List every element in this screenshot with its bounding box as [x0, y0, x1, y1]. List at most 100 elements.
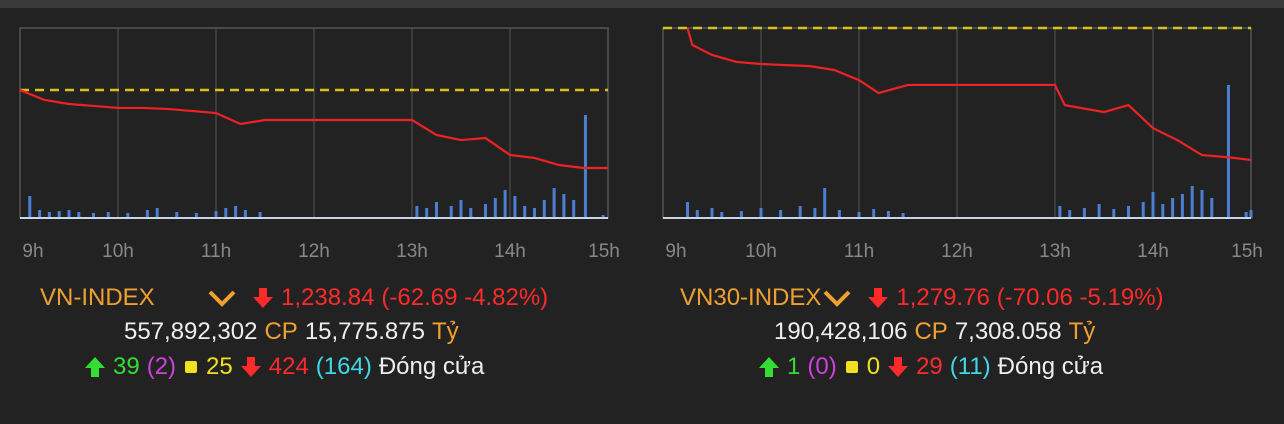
down-arrow	[253, 288, 273, 308]
x-tick-label: 9h	[22, 241, 43, 262]
volume-bar	[106, 212, 110, 218]
unchanged: 25	[206, 353, 233, 380]
index-name: VN30-INDEX	[680, 284, 822, 311]
up-arrow	[85, 357, 105, 377]
top-bar	[0, 0, 1284, 8]
charts: 9h 10h 11h 12h 13h 14h 15h 9h 10h 11h 12h 13h 14h 15h	[19, 26, 1263, 262]
status: Đóng cửa	[378, 353, 485, 380]
price-line	[686, 27, 1252, 162]
volume-bar	[57, 211, 61, 218]
floor: (11)	[949, 353, 991, 380]
volume-bar	[886, 211, 890, 218]
volume: 190,428,106	[774, 318, 908, 345]
volume-bar	[214, 211, 218, 218]
volume-bar	[92, 213, 95, 218]
volume-bar	[1226, 85, 1230, 218]
x-tick-label: 10h	[102, 241, 134, 262]
volume-unit: CP	[264, 318, 298, 345]
volume-bar	[710, 208, 714, 218]
index-header: VN-INDEX 1,238.84 (-62.69 -4.82%)	[40, 284, 548, 312]
x-tick-label: 12h	[941, 241, 973, 262]
volume-bar	[1244, 212, 1248, 218]
volume-bar	[601, 215, 605, 218]
volume-bar	[562, 194, 566, 218]
breadth-row: 1 (0) 0 29 (11) Đóng cửa	[758, 353, 1103, 381]
value-unit: Tỷ	[1068, 318, 1096, 345]
value: 15,775.875	[304, 318, 425, 345]
down-arrow	[240, 357, 261, 377]
volume-bar	[1190, 186, 1194, 218]
volume-bar	[258, 212, 262, 218]
index-name: VN-INDEX	[40, 284, 155, 311]
advances: 1	[787, 353, 801, 380]
square-icon	[845, 361, 858, 373]
x-tick-label: 13h	[1039, 241, 1071, 262]
volume-bar	[459, 200, 463, 218]
status: Đóng cửa	[997, 353, 1104, 380]
x-tick-label: 11h	[201, 241, 231, 262]
ceiling: (2)	[146, 353, 177, 380]
volume-bar	[779, 210, 783, 218]
chevron-icon	[823, 290, 851, 307]
volume-bar	[1249, 210, 1253, 218]
index-header: VN30-INDEX 1,279.76 (-70.06 -5.19%)	[680, 284, 1164, 312]
volume-bar	[47, 212, 51, 218]
down-arrow	[868, 288, 889, 308]
price: 1,279.76	[896, 284, 990, 311]
breadth-row: 39 (2) 25 424 (164) Đóng cửa	[84, 353, 484, 381]
volume-bar	[798, 206, 802, 218]
value-unit: Tỷ	[431, 318, 459, 345]
volume-bar	[1171, 198, 1175, 218]
volume-bar	[1082, 208, 1086, 218]
up-arrow	[759, 357, 779, 377]
volume-bar	[155, 208, 159, 218]
volume-bar	[126, 213, 130, 218]
volume-bar	[572, 200, 576, 218]
volume-bar	[686, 202, 689, 218]
volume-bar	[1200, 190, 1204, 218]
x-tick-label: 15h	[1231, 241, 1263, 262]
volume-bar	[38, 210, 42, 218]
volume-bar	[1210, 198, 1214, 218]
volume-bar	[837, 210, 841, 218]
x-tick-label: 13h	[396, 241, 428, 262]
x-tick-label: 9h	[665, 241, 686, 262]
volume-bar	[1161, 204, 1165, 218]
volume-bar	[552, 188, 556, 218]
volume-unit: CP	[914, 318, 948, 345]
x-tick-label: 15h	[588, 241, 620, 262]
volume-row: 557,892,302 CP 15,775.875 Tỷ	[124, 318, 459, 346]
volume-bar	[1151, 192, 1155, 218]
volume-bar	[1141, 202, 1145, 218]
volume-bar	[1180, 194, 1184, 218]
volume-bar	[234, 206, 238, 218]
volume-bar	[175, 212, 179, 218]
volume-bar	[503, 190, 507, 218]
declines: 29	[916, 353, 943, 380]
volume-bar	[449, 206, 453, 218]
volume-bar	[77, 212, 81, 218]
volume-bar	[720, 212, 724, 218]
declines: 424	[268, 353, 309, 380]
volume-bar	[695, 210, 699, 218]
volume-bar	[243, 210, 247, 218]
volume-bar	[145, 210, 149, 218]
volume-bar	[901, 213, 905, 218]
volume-bar	[484, 204, 487, 218]
volume-bar	[523, 206, 527, 218]
volume-bar	[224, 208, 228, 218]
volume-bar	[533, 208, 536, 218]
floor: (164)	[315, 353, 372, 380]
volume: 557,892,302	[124, 318, 258, 345]
volume-bar	[1058, 206, 1062, 218]
volume-bar	[823, 188, 827, 218]
x-tick-label: 14h	[1137, 241, 1169, 262]
volume-bar	[759, 208, 763, 218]
volume-bar	[857, 212, 861, 218]
volume-bar	[469, 208, 473, 218]
volume-bar	[739, 211, 743, 218]
advances: 39	[113, 353, 140, 380]
volume-bar	[425, 208, 429, 218]
price: 1,238.84	[281, 284, 375, 311]
